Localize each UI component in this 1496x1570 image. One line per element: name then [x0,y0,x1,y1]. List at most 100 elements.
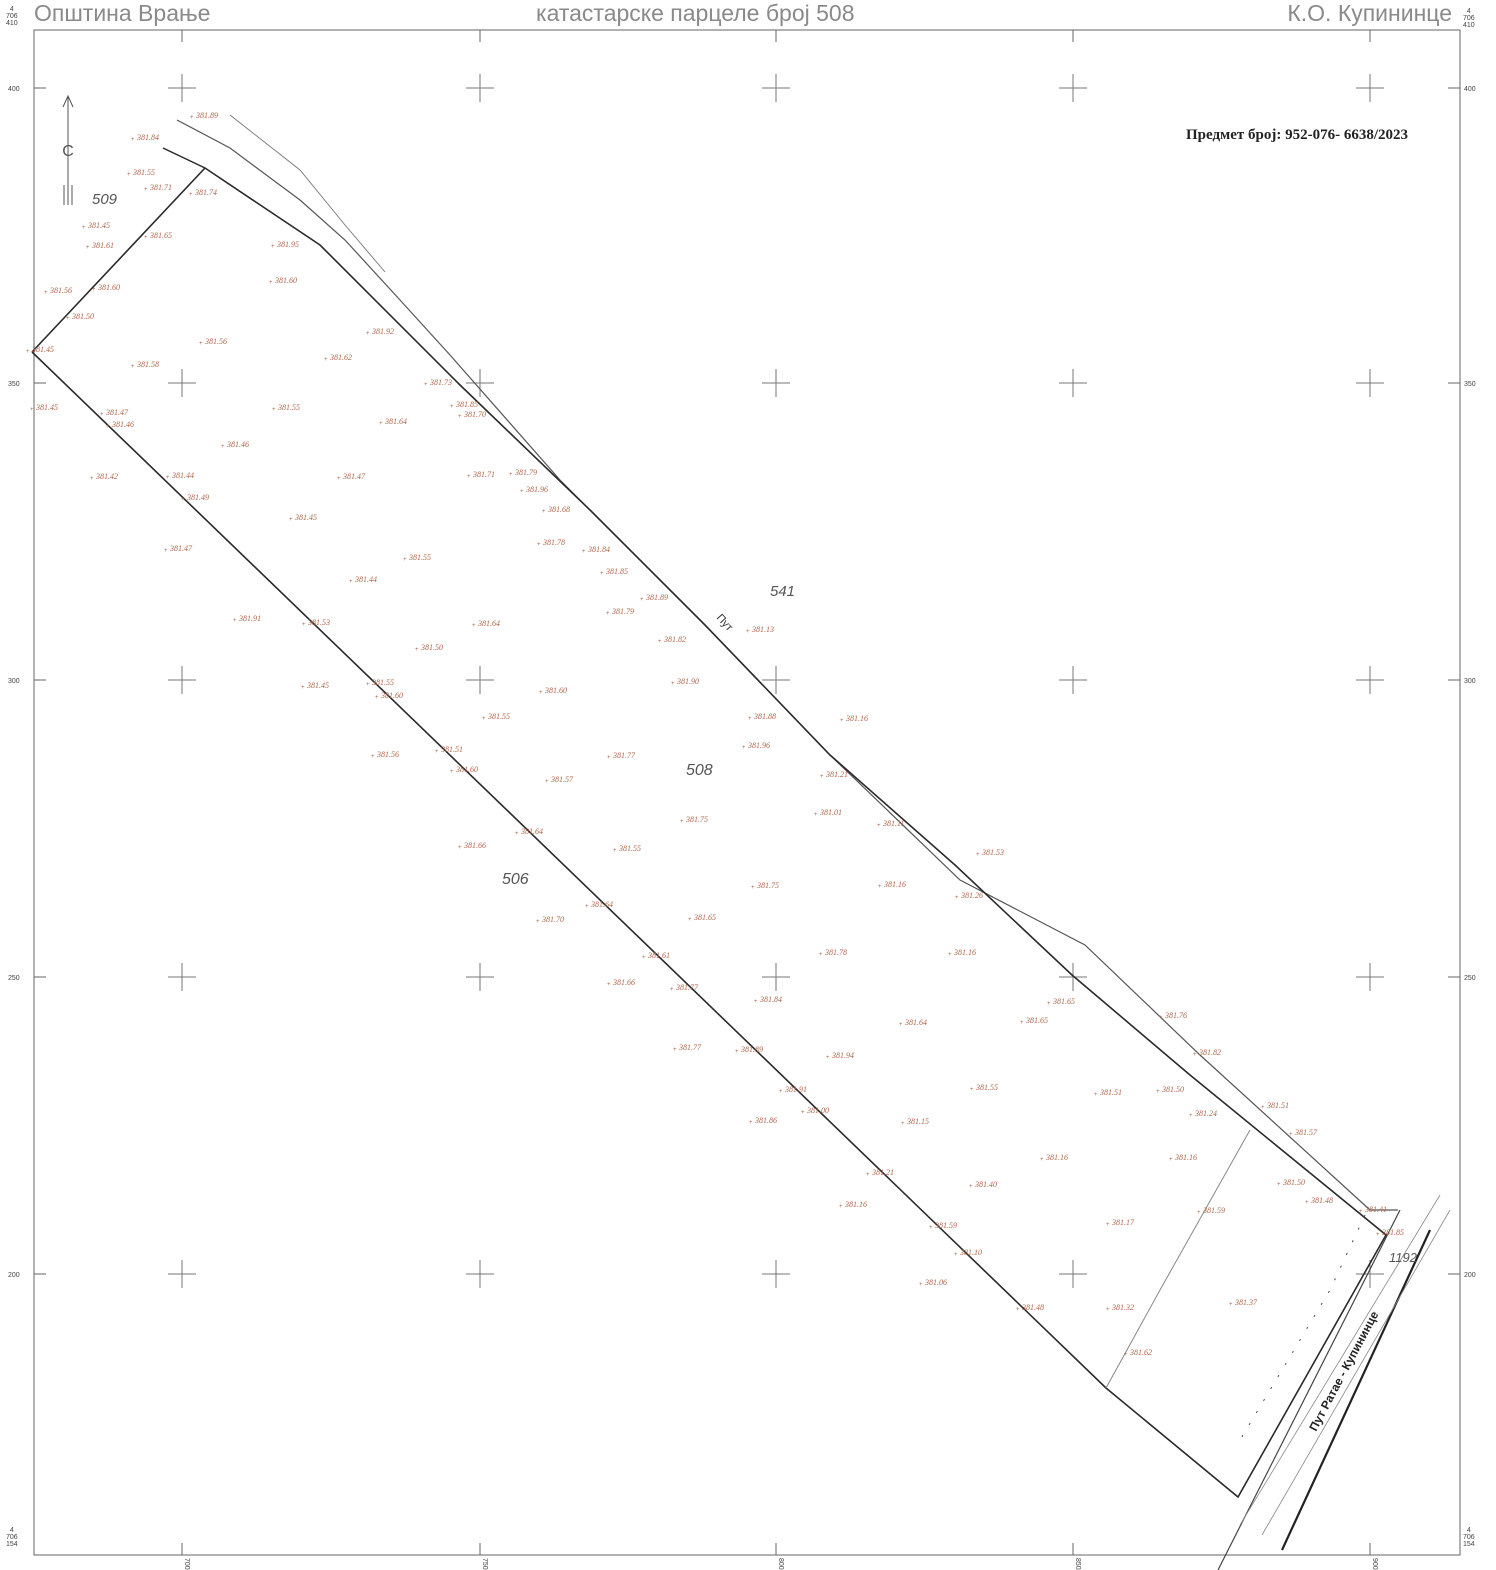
elevation-marker: + [271,244,275,250]
elevation-label: 381.61 [647,951,670,960]
elevation-label: 381.53 [981,848,1004,857]
elevation-label: 381.16 [845,714,868,723]
elevation-marker: + [826,1055,830,1061]
parcel-509-label: 509 [92,191,118,208]
elevation-marker: + [424,382,428,388]
elevation-marker: + [899,1022,903,1028]
elevation-marker: + [403,557,407,563]
elevation-label: 381.51 [1266,1101,1289,1110]
elevation-label: 381.45 [294,513,317,522]
elevation-label: 381.55 [371,678,394,687]
elevation-marker: + [100,412,104,418]
elevation-label: 381.66 [612,978,635,987]
elevation-marker: + [467,474,471,480]
elevation-marker: + [671,681,675,687]
elevation-label: 381.55 [277,403,300,412]
elevation-label: 381.11 [882,819,904,828]
elevation-marker: + [582,549,586,555]
elevation-marker: + [919,1282,923,1288]
elevation-marker: + [955,895,959,901]
elevation-marker: + [269,280,273,286]
elevation-label: 381.56 [49,286,72,295]
parcel-1192-boundary [1105,1129,1251,1389]
elevation-label: 381.60 [274,276,297,285]
elevation-marker: + [539,690,543,696]
elevation-marker: + [606,611,610,617]
elevation-marker: + [537,542,541,548]
grid-labels: 400 350 300 250 200 400 350 300 250 200 700 750 800 8… [8,86,1476,1570]
elevation-marker: + [969,1184,973,1190]
elevation-label: 381.65 [149,231,172,240]
elevation-marker: + [749,1120,753,1126]
grid-label-left: 300 [8,678,20,685]
elevation-marker: + [90,476,94,482]
elevation-marker: + [366,331,370,337]
elevation-marker: + [458,414,462,420]
elevation-label: 381.56 [376,750,399,759]
elevation-marker: + [613,848,617,854]
elevation-marker: + [680,819,684,825]
elevation-label: 381.94 [831,1051,854,1060]
elevation-label: 381.64 [520,827,543,836]
elevation-label: 381.70 [541,915,564,924]
elevation-marker: + [1359,1209,1363,1215]
elevation-marker: + [472,623,476,629]
elevation-marker: + [819,952,823,958]
elevation-marker: + [458,845,462,851]
elevation-marker: + [1197,1210,1201,1216]
elevation-label: 381.16 [1045,1153,1068,1162]
parcel-541-label: 541 [770,583,795,600]
grid-label-bottom: 800 [777,1558,784,1570]
elevation-marker: + [379,421,383,427]
elevation-label: 381.57 [1294,1128,1318,1137]
elevation-marker: + [92,287,96,293]
elevation-marker: + [450,769,454,775]
corner-coordinate-top-left: 4 706 410 [6,6,18,27]
elevation-marker: + [536,919,540,925]
elevation-label: 381.21 [825,770,848,779]
corner-coordinate-top-right: 4 706 410 [1463,8,1475,29]
elevation-marker: + [1124,1352,1128,1358]
elevation-marker: + [670,987,674,993]
elevation-marker: + [542,509,546,515]
elevation-marker: + [30,407,34,413]
elevation-label: 381.85 [605,567,628,576]
elevation-label: 381.78 [824,948,847,957]
elevation-label: 381.60 [455,765,478,774]
elevation-marker: + [748,716,752,722]
elevation-marker: + [366,682,370,688]
elevation-label: 381.78 [542,538,565,547]
elevation-marker: + [840,718,844,724]
elevation-label: 381.77 [678,1043,702,1052]
elevation-label: 381.66 [463,841,486,850]
elevation-marker: + [1189,1113,1193,1119]
elevation-label: 381.41 [1364,1205,1387,1214]
elevation-label: 381.50 [1282,1178,1305,1187]
elevation-marker: + [106,424,110,430]
elevation-label: 381.59 [1202,1206,1225,1215]
elevation-marker: + [272,407,276,413]
elevation-marker: + [1289,1132,1293,1138]
elevation-marker: + [509,472,513,478]
elevation-label: 381.46 [111,420,134,429]
grid-label-left: 350 [8,381,20,388]
elevation-label: 381.47 [169,544,193,553]
elevation-marker: + [607,982,611,988]
grid-crosses [168,74,1384,1288]
elevation-marker: + [929,1225,933,1231]
elevation-label: 381.45 [87,221,110,230]
elevation-label: 381.77 [675,983,699,992]
elevation-marker: + [839,1204,843,1210]
elevation-marker: + [1169,1157,1173,1163]
elevation-label: 381.51 [440,745,463,754]
grid-label-bottom: 700 [183,1558,190,1570]
elevation-label: 381.79 [611,607,634,616]
elevation-label: 381.84 [587,545,610,554]
elevation-label: 381.79 [514,468,537,477]
grid-label-left: 200 [8,1272,20,1279]
corner-coordinate-bottom-right: 4 706 154 [1463,1527,1475,1548]
elevation-marker: + [44,290,48,296]
elevation-label: 381.71 [149,183,172,192]
elevation-points: +381.89+ 381.84+ 381.55+ 381.71+ 381.74+ 381.… [26,111,1404,1358]
elevation-marker: + [751,885,755,891]
